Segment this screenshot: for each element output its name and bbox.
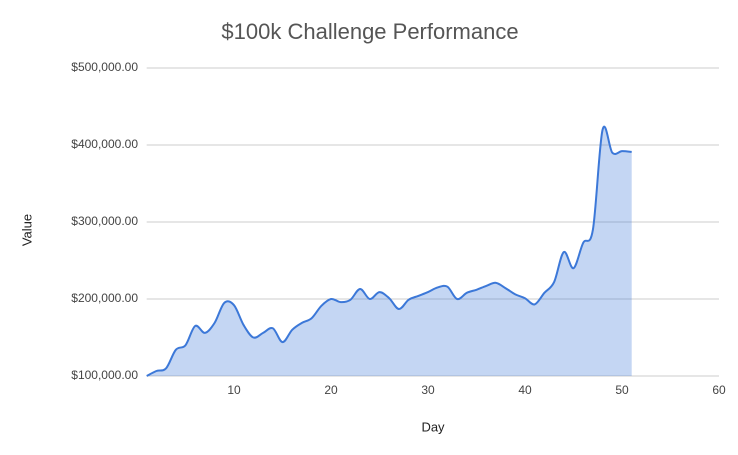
y-tick-label: $300,000.00 (71, 214, 138, 228)
x-tick-label: 10 (227, 383, 241, 397)
area-line (146, 125, 632, 377)
x-axis-label: Day (421, 419, 445, 434)
area-fill (146, 126, 632, 377)
y-axis-label: Value (19, 214, 34, 246)
x-tick-label: 40 (518, 383, 532, 397)
y-tick-label: $100,000.00 (71, 368, 138, 382)
x-tick-label: 50 (615, 383, 629, 397)
y-tick-label: $500,000.00 (71, 60, 138, 74)
x-tick-label: 30 (421, 383, 435, 397)
x-tick-label: 60 (712, 383, 726, 397)
x-tick-label: 20 (324, 383, 338, 397)
y-tick-label: $200,000.00 (71, 291, 138, 305)
chart-title: $100k Challenge Performance (221, 19, 518, 44)
y-tick-label: $400,000.00 (71, 137, 138, 151)
